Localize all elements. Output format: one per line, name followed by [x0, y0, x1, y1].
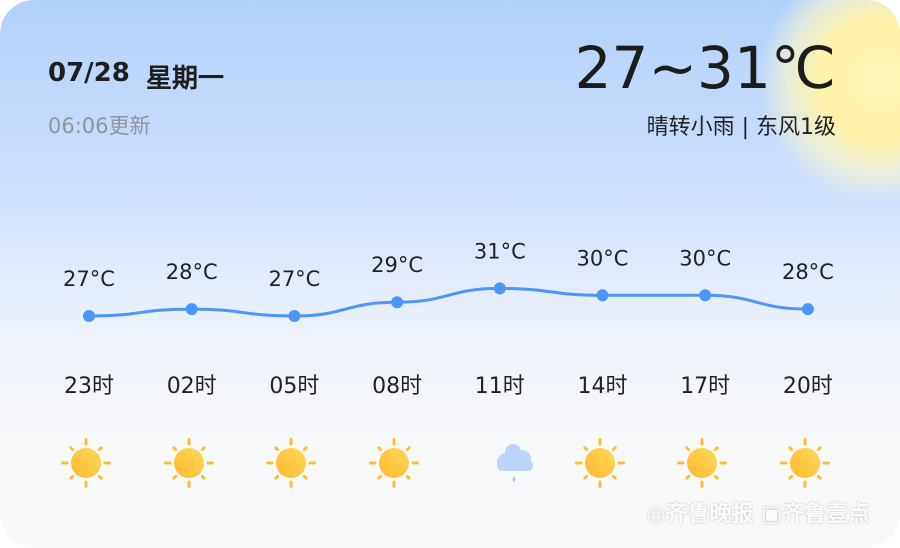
sun-icon: [574, 438, 625, 488]
temperature-label: 27°C: [63, 267, 115, 291]
temperature-label: 30°C: [679, 246, 731, 270]
hour-label: 14时: [577, 374, 628, 399]
temperature-label: 29°C: [371, 253, 423, 277]
temperature-point: [288, 310, 301, 322]
temperature-point: [493, 282, 506, 295]
temperature-label: 31°C: [474, 239, 526, 263]
temperature-point: [699, 289, 712, 302]
hour-label: 08时: [372, 374, 423, 399]
temperature-point: [391, 296, 404, 309]
hour-label: 02时: [166, 374, 217, 399]
hour-label: 17时: [680, 374, 731, 399]
hour-label: 11时: [474, 374, 525, 399]
cloud-rain-icon: [491, 438, 541, 488]
sun-icon: [779, 438, 830, 488]
temperature-point: [596, 289, 609, 302]
watermark-logo: ◎齐鲁晚报 ▣齐鲁壹点: [646, 502, 870, 527]
sun-icon: [61, 438, 111, 488]
sun-icon: [266, 438, 317, 488]
temperature-point: [83, 310, 95, 322]
temperature-label: 27°C: [268, 267, 320, 291]
temperature-label: 28°C: [782, 260, 834, 284]
date: 07/28: [48, 58, 130, 88]
hour-label: 20时: [782, 374, 833, 399]
temperature-range: 27~31℃: [574, 34, 836, 102]
temperature-label: 30°C: [577, 246, 629, 270]
hour-label: 23时: [64, 374, 114, 399]
temperature-label: 28°C: [166, 260, 218, 284]
temperature-point: [185, 303, 198, 316]
temperature-point: [801, 303, 814, 316]
hour-label: 05时: [269, 374, 320, 399]
sun-icon: [369, 438, 420, 488]
weekday: 星期一: [146, 64, 225, 94]
update-time: 06:06更新: [48, 114, 151, 138]
sun-icon: [163, 438, 214, 488]
sun-icon: [677, 438, 728, 488]
weather-description: 晴转小雨 | 东风1级: [646, 115, 836, 140]
temperature-line: [88, 286, 808, 318]
